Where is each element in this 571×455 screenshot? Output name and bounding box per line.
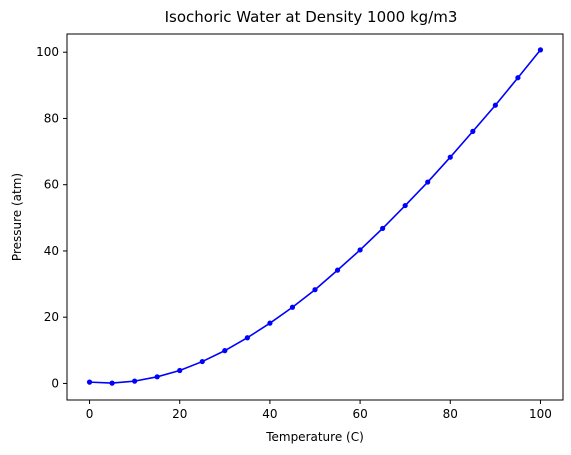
x-tick-label: 0 <box>86 407 94 421</box>
data-point <box>177 367 183 374</box>
data-point <box>425 179 431 185</box>
data-point <box>334 267 341 273</box>
data-point <box>537 47 544 53</box>
x-tick-label: 80 <box>443 407 458 421</box>
data-point <box>312 287 318 293</box>
y-axis: 0 20 40 60 80 100 <box>36 45 67 390</box>
data-point <box>380 225 386 232</box>
x-tick-label: 60 <box>352 407 367 421</box>
x-axis: 0 20 40 60 80 100 <box>86 400 552 421</box>
data-point <box>199 358 205 365</box>
data-point <box>154 374 160 380</box>
y-tick-label: 20 <box>44 310 59 324</box>
data-point <box>244 335 250 341</box>
data-point <box>109 380 115 386</box>
data-point <box>515 75 521 81</box>
data-point <box>357 247 363 253</box>
data-point <box>447 154 453 160</box>
y-tick-label: 60 <box>44 178 59 192</box>
data-point <box>222 348 228 354</box>
chart-title: Isochoric Water at Density 1000 kg/m3 <box>165 8 458 26</box>
y-axis-label: Pressure (atm) <box>10 173 24 261</box>
x-tick-label: 20 <box>172 407 187 421</box>
data-point <box>402 202 408 209</box>
data-point <box>492 102 498 108</box>
data-point <box>132 378 138 384</box>
series-line-0 <box>89 49 542 384</box>
data-point <box>267 320 273 326</box>
x-tick-label: 40 <box>262 407 277 421</box>
y-tick-label: 0 <box>51 376 59 390</box>
plot-area <box>86 47 544 386</box>
x-tick-label: 100 <box>529 407 552 421</box>
data-point <box>289 304 296 310</box>
x-axis-label: Temperature (C) <box>265 430 364 444</box>
y-tick-label: 80 <box>44 111 59 125</box>
data-point <box>470 128 476 134</box>
y-tick-label: 100 <box>36 45 59 59</box>
plot-frame <box>66 33 564 401</box>
data-point <box>86 379 93 385</box>
y-tick-label: 40 <box>44 244 59 258</box>
